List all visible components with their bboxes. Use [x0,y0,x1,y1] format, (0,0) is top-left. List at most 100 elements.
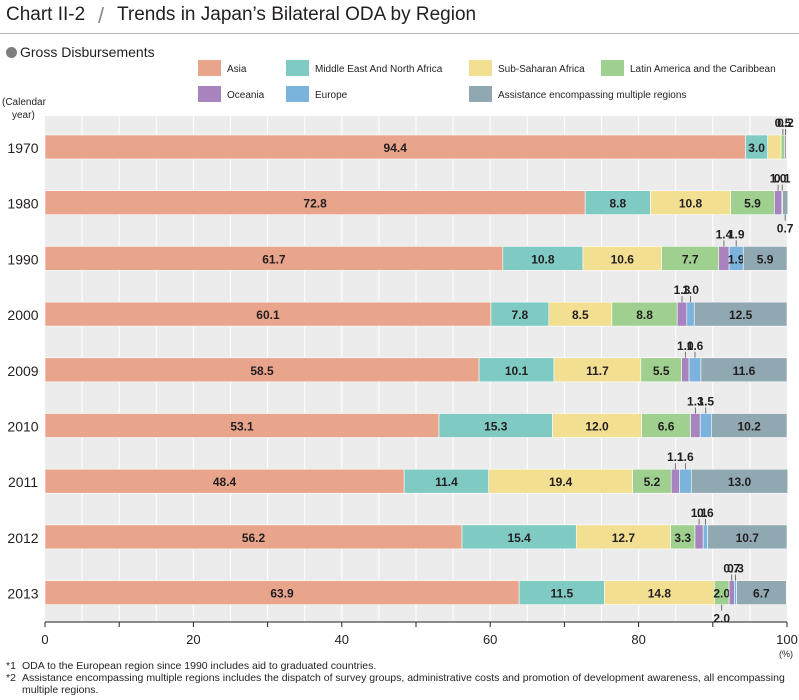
year-label: 2011 [8,474,38,490]
subtitle-text: Gross Disbursements [20,44,155,60]
data-label: 14.8 [648,587,672,601]
chart-title: Trends in Japan’s Bilateral ODA by Regio… [117,4,477,25]
data-label: 94.4 [384,141,408,155]
year-label: 2012 [7,530,38,546]
callout-label: 2.0 [713,612,730,626]
data-label: 58.5 [250,364,274,378]
footnote-mark: *1 [6,660,16,672]
bar-segment [488,468,633,494]
x-tick-label: 60 [483,632,497,647]
year-label: 2009 [7,363,38,379]
legend-swatch-2 [286,60,309,76]
callout-label: 1.1 [691,506,708,520]
bar-segment [702,524,708,550]
bar-segment [693,301,788,327]
data-label: 10.8 [531,252,555,266]
data-label: 12.5 [729,308,753,322]
callout-label: 0.2 [777,116,794,130]
legend-swatch-6 [286,86,309,102]
data-label: 10.7 [736,531,760,545]
bar-segment [632,468,672,494]
legend-label-6: Europe [315,90,348,101]
data-label: 8.8 [609,197,626,211]
bar-segment [736,580,787,605]
y-axis-title: (Calendar [2,97,47,108]
data-label: 7.7 [682,252,699,266]
bar-segment [584,190,651,215]
data-label: 5.9 [757,252,774,266]
data-label: 13.0 [728,475,752,489]
callout-label: 0.5 [775,116,792,130]
legend-label-2: Middle East And North Africa [315,64,443,75]
bar-segment [548,301,613,327]
bar-segment [699,413,712,438]
x-tick-label: 20 [186,632,200,647]
callout-label: 0.3 [727,562,744,576]
legend-label-5: Oceania [227,90,265,101]
bar-segment [582,246,662,271]
callout-label: 0.7 [723,562,740,576]
x-tick-label: 0 [41,632,48,647]
data-label: 5.9 [744,197,761,211]
footnote-2: *2 Assistance encompassing multiple regi… [6,672,791,696]
callout-label: 1.9 [728,227,745,241]
bar-segment [676,301,688,327]
bar-segment [690,413,701,438]
stacked-bar-chart: Asia Middle East And North Africa Sub-Saha… [2,60,798,659]
year-label: 1980 [7,196,38,212]
data-label: 3.3 [674,531,691,545]
footnote-text: Assistance encompassing multiple regions… [22,672,785,696]
bar-segment [686,301,695,327]
bar-segment [44,357,480,383]
bar-segment [734,580,737,605]
data-label: 11.6 [733,364,756,378]
data-label: 63.9 [270,587,294,601]
callout-label: 1.6 [687,339,704,353]
callout-label: 1.0 [677,339,694,353]
callout-label: 1.1 [667,450,684,464]
bullet-icon [6,47,17,58]
callout-label: 0.7 [777,222,794,236]
year-label: 1970 [7,140,38,156]
data-label: 11.4 [435,475,458,489]
chart-id: Chart II-2 [6,4,86,25]
x-tick-label: 80 [631,632,645,647]
bar-segment [661,246,720,271]
bar-segment [44,134,746,160]
callout-label: 1.4 [716,227,733,241]
data-label: 15.3 [484,420,508,434]
data-label: 8.8 [636,308,653,322]
data-label: 19.4 [549,475,573,489]
bar-segment [478,357,555,383]
callout-label: 0.1 [774,172,791,186]
bar-segment [640,357,682,383]
data-label: 53.1 [230,420,254,434]
data-label: 56.2 [242,531,266,545]
subtitle: Gross Disbursements [6,44,155,60]
data-label: 8.5 [572,308,589,322]
callout-label: 0.6 [697,506,714,520]
data-label: 5.5 [653,364,670,378]
data-label: 7.8 [512,308,529,322]
chart-header: Chart II-2 / Trends in Japan’s Bilateral… [0,0,799,34]
footnote-text: ODA to the European region since 1990 in… [22,660,377,672]
data-label: 5.2 [644,475,661,489]
legend-label-7: Assistance encompassing multiple regions [498,90,686,101]
bar-segment [461,524,577,550]
data-label: 1.9 [728,252,745,266]
bar-segment [767,134,782,160]
data-label: 72.8 [303,197,327,211]
bar-segment [690,468,789,494]
bar-segment [611,301,678,327]
year-label: 1990 [7,251,38,267]
header-rule [0,33,799,34]
bar-segment [490,301,550,327]
bar-segment [44,580,520,605]
data-label: 2.0 [713,587,730,601]
data-label: 12.0 [585,420,609,434]
legend-swatch-4 [601,60,624,76]
callout-label: 1.0 [682,283,699,297]
bar-segment [780,134,786,160]
bar-segment [742,246,788,271]
bar-segment [774,190,783,215]
